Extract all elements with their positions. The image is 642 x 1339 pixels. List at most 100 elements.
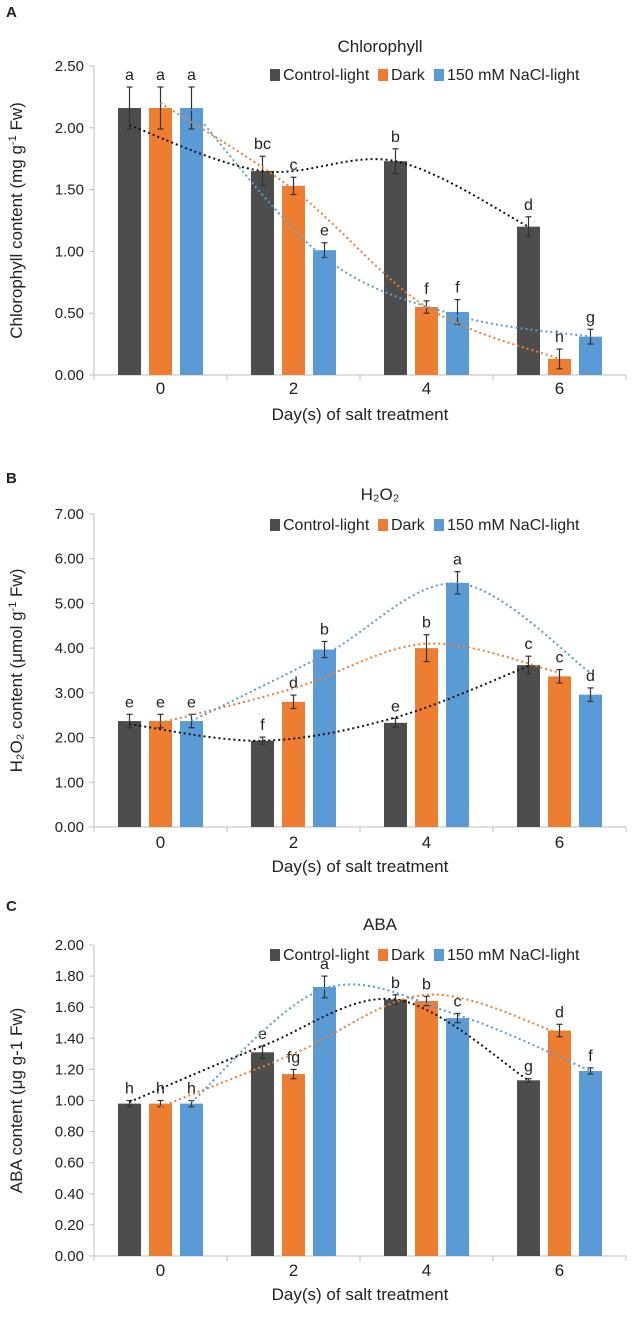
significance-letter: a (453, 552, 462, 569)
bar-nacl-day6 (579, 336, 602, 375)
x-tick-label: 6 (555, 1261, 564, 1280)
bar-dark-day0 (149, 108, 172, 376)
y-axis-label: Chlorophyll content (mg g-1 Fw) (7, 102, 26, 339)
bar-control-day4 (384, 999, 407, 1256)
bar-control-day6 (517, 1080, 540, 1256)
significance-letter: h (156, 1081, 165, 1098)
legend-swatch-nacl (434, 519, 444, 531)
bar-nacl-day4 (446, 311, 469, 375)
bar-dark-day4 (415, 307, 438, 375)
bar-nacl-day2 (313, 649, 336, 827)
bar-nacl-day6 (579, 694, 602, 827)
trendline-control (129, 665, 529, 742)
legend-swatch-control (270, 69, 280, 81)
legend-label-nacl: 150 mM NaCl-light (447, 947, 580, 964)
panel-letter: A (6, 4, 17, 21)
significance-letter: f (424, 281, 429, 298)
chart-title: H₂O₂ (361, 485, 400, 504)
y-tick-label: 0.20 (55, 1217, 84, 1234)
y-tick-label: 1.60 (55, 999, 84, 1016)
bar-nacl-day6 (579, 1070, 602, 1256)
x-tick-label: 6 (555, 833, 564, 852)
legend-swatch-dark (378, 69, 388, 81)
significance-letter: b (422, 615, 431, 632)
y-tick-label: 2.00 (55, 937, 84, 954)
significance-letter: f (260, 717, 265, 734)
y-tick-label: 0.80 (55, 1124, 84, 1141)
bar-dark-day2 (282, 1074, 305, 1256)
y-tick-label: 0.00 (55, 819, 84, 836)
legend: Control-light Dark 150 mM NaCl-light (270, 947, 580, 964)
legend-label-control: Control-light (283, 67, 370, 84)
y-tick-label: 4.00 (55, 640, 84, 657)
chart-title: Chlorophyll (337, 37, 422, 56)
bar-control-day6 (517, 226, 540, 375)
panel-letter: B (6, 470, 17, 487)
y-tick-label: 3.00 (55, 685, 84, 702)
significance-letter: f (588, 1048, 593, 1065)
significance-letter: e (187, 694, 196, 711)
panel-letter: C (6, 898, 17, 915)
y-axis-label-sup: -1 (7, 602, 19, 612)
panel-a: A Chlorophyll 0.00 0.50 1.00 1.50 2.00 2.50 Chlo… (6, 4, 627, 424)
legend-swatch-nacl (434, 69, 444, 81)
significance-letter: a (125, 67, 134, 84)
legend: Control-light Dark 150 mM NaCl-light (270, 517, 580, 534)
legend-label-nacl: 150 mM NaCl-light (447, 517, 580, 534)
x-tick-label: 4 (422, 833, 431, 852)
x-axis-label: Day(s) of salt treatment (272, 857, 449, 876)
bar-dark-day4 (415, 648, 438, 827)
y-axis-label-main: ABA content (μg g-1 Fw) (7, 1008, 26, 1194)
significance-letter: d (289, 675, 298, 692)
bar-control-day6 (517, 665, 540, 827)
bar-control-day4 (384, 722, 407, 827)
x-axis-label: Day(s) of salt treatment (272, 1285, 449, 1304)
x-tick-label: 4 (422, 379, 431, 398)
significance-letter: e (320, 223, 329, 240)
significance-letter: g (586, 309, 595, 326)
bar-nacl-day4 (446, 1018, 469, 1256)
bar-dark-day6 (548, 676, 571, 827)
y-tick-label: 1.40 (55, 1030, 84, 1047)
x-axis-label: Day(s) of salt treatment (272, 405, 449, 424)
y-axis-label-main: H₂O₂ content (μmol g (7, 611, 26, 772)
significance-letter: a (187, 67, 196, 84)
y-tick-label: 2.00 (55, 730, 84, 747)
y-tick-label: 0.40 (55, 1186, 84, 1203)
legend-swatch-nacl (434, 949, 444, 961)
significance-letter: b (391, 129, 400, 146)
bar-control-day4 (384, 161, 407, 375)
x-tick-label: 0 (156, 379, 165, 398)
legend-label-control: Control-light (283, 517, 370, 534)
bar-dark-day2 (282, 185, 305, 375)
y-tick-label: 1.20 (55, 1061, 84, 1078)
y-tick-label: 6.00 (55, 551, 84, 568)
significance-letter: b (422, 976, 431, 993)
x-tick-label: 4 (422, 1261, 431, 1280)
chart-title: ABA (363, 915, 398, 934)
legend-label-dark: Dark (391, 517, 426, 534)
trendline-control (129, 997, 530, 1103)
y-tick-label: 1.50 (55, 182, 84, 199)
x-tick-label: 0 (156, 833, 165, 852)
legend-swatch-control (270, 519, 280, 531)
x-tick-label: 2 (289, 1261, 298, 1280)
x-tick-label: 6 (555, 379, 564, 398)
legend: Control-light Dark 150 mM NaCl-light (270, 67, 580, 84)
legend-label-dark: Dark (391, 67, 426, 84)
y-tick-label: 1.00 (55, 774, 84, 791)
significance-letter: bc (254, 136, 271, 153)
bar-control-day2 (251, 740, 274, 827)
y-tick-label: 2.50 (55, 58, 84, 75)
bar-control-day0 (118, 108, 141, 376)
significance-letter: h (125, 1081, 134, 1098)
significance-letter: e (258, 1026, 267, 1043)
y-tick-label: 0.60 (55, 1155, 84, 1172)
significance-letter: b (320, 621, 329, 638)
y-tick-label: 0.00 (55, 1248, 84, 1265)
bar-nacl-day0 (180, 721, 203, 827)
significance-letter: d (586, 668, 595, 685)
significance-letter: e (156, 694, 165, 711)
y-axis-label-unit: Fw) (7, 102, 26, 135)
